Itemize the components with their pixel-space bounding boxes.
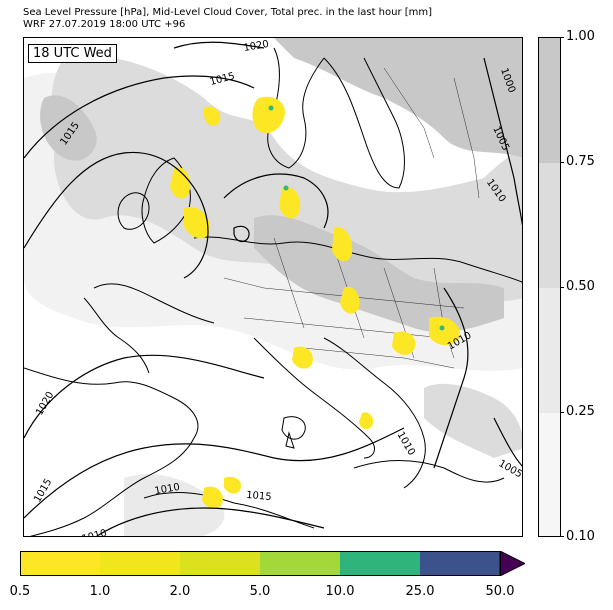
precip-tick-label: 0.5 (9, 584, 31, 599)
precip-color-segment (420, 551, 501, 576)
cloud-cover-colorbar (538, 37, 561, 537)
cloud-tick-label: 0.25 (566, 404, 595, 419)
precipitation-layer (170, 96, 460, 509)
weather-map: 1020 1015 1015 1000 1005 1010 1010 1020 1010 1005… (23, 37, 523, 537)
chart-subtitle: WRF 27.07.2019 18:00 UTC +96 (23, 19, 186, 30)
cloud-tick-label: 0.10 (566, 529, 595, 544)
isobar-label: 1010 (154, 482, 181, 497)
cloud-segment-25-50 (539, 288, 560, 413)
precip-tick-label: 1.0 (89, 584, 111, 599)
cloud-tick (560, 287, 564, 288)
cloud-tick (560, 412, 564, 413)
forecast-time-label: 18 UTC Wed (28, 44, 117, 63)
cloud-tick (560, 536, 564, 537)
precip-tick-label: 5.0 (249, 584, 271, 599)
precip-color-segment (260, 551, 341, 576)
isobar-label: 1015 (246, 490, 272, 503)
isobar-layer (24, 41, 522, 536)
precipitation-colorbar (20, 551, 525, 576)
cloud-tick (560, 37, 564, 38)
cloud-segment-75-100 (539, 38, 560, 163)
precip-color-segment (20, 551, 101, 576)
precip-color-segment (180, 551, 261, 576)
map-canvas: 1020101510151000100510101010102010101005… (24, 38, 522, 537)
cloud-cover-layer (24, 38, 522, 536)
cloud-tick-label: 1.00 (566, 29, 595, 44)
isobar-label: 1010 (81, 528, 108, 537)
precip-color-segment (100, 551, 181, 576)
chart-title: Sea Level Pressure [hPa], Mid-Level Clou… (23, 7, 433, 18)
cloud-tick (560, 162, 564, 163)
precip-tick-label: 50.0 (485, 584, 515, 599)
cloud-segment-10-25 (539, 413, 560, 536)
precip-color-segment (340, 551, 421, 576)
cloud-tick-label: 0.75 (566, 154, 595, 169)
cloud-segment-50-75 (539, 163, 560, 288)
precip-tick-label: 10.0 (325, 584, 355, 599)
precip-tick-label: 25.0 (405, 584, 435, 599)
cloud-tick-label: 0.50 (566, 279, 595, 294)
precip-tick-label: 2.0 (169, 584, 191, 599)
isobar-label: 1020 (243, 39, 270, 54)
